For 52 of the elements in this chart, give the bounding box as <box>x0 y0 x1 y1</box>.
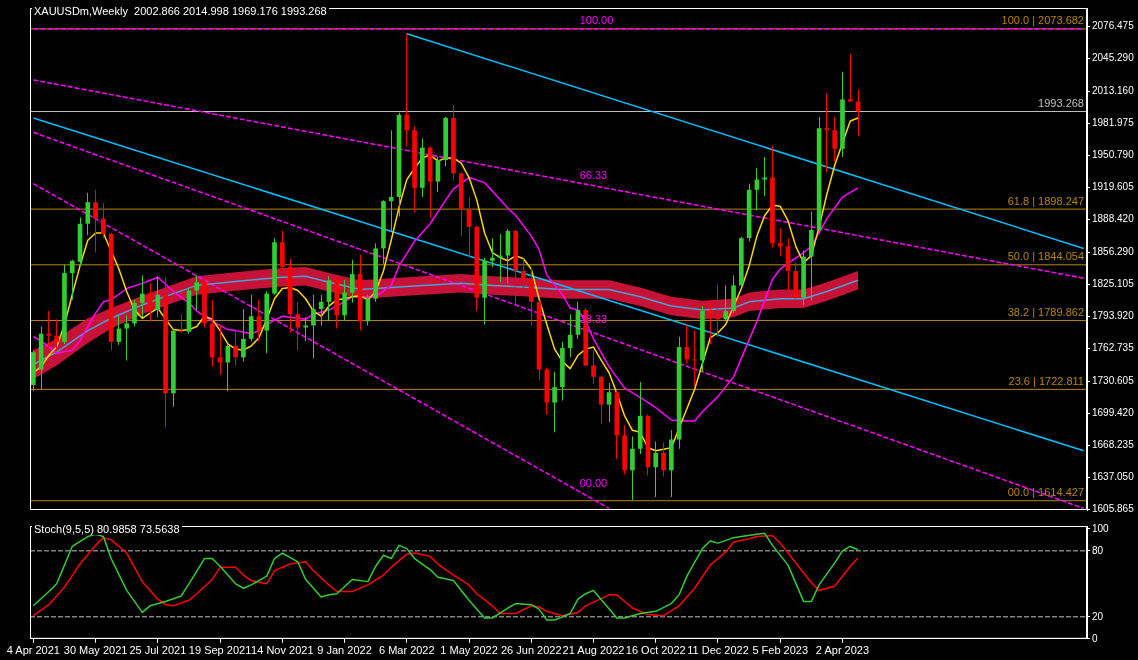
y-tick-label: 2045.290 <box>1092 51 1135 63</box>
y-tick-label: 20 <box>1092 610 1104 622</box>
y-tick-label: 1950.790 <box>1092 148 1135 160</box>
y-tick-label: 1919.605 <box>1092 180 1135 192</box>
y-tick-label: 1793.920 <box>1092 310 1135 322</box>
series-label: 00.00 <box>579 477 608 490</box>
y-tick-label: 2076.475 <box>1092 19 1135 31</box>
x-tick-label: 14 Nov 2021 <box>251 644 314 657</box>
x-tick-label: 9 Jan 2022 <box>317 644 372 657</box>
y-tick-label: 1888.420 <box>1092 212 1135 224</box>
y-tick-label: 1668.235 <box>1092 439 1135 451</box>
y-tick-label: 1762.735 <box>1092 342 1135 354</box>
y-tick-label: 1699.420 <box>1092 407 1135 419</box>
y-tick-label: 1825.105 <box>1092 278 1135 290</box>
y-tick-label: 1730.605 <box>1092 375 1135 387</box>
ref-line-label: 38.2 | 1789.862 <box>1007 306 1084 319</box>
x-tick-label: 11 Dec 2022 <box>687 644 749 657</box>
y-tick-label: 100 <box>1092 522 1110 534</box>
y-tick-label: 2013.160 <box>1092 84 1135 96</box>
candlestick <box>847 54 853 102</box>
candlestick <box>707 299 713 344</box>
ref-line-label: 100.0 | 2073.682 <box>1001 14 1084 27</box>
chart-title: XAUUSDm,Weekly 2002.866 2014.998 1969.176 1993.268 <box>32 5 329 17</box>
y-tick-label: 1605.865 <box>1092 503 1135 515</box>
candlestick <box>692 330 697 387</box>
y-tick-label: 1856.290 <box>1092 245 1135 257</box>
x-tick-label: 5 Feb 2023 <box>752 644 809 657</box>
x-tick-label: 1 May 2022 <box>440 644 498 657</box>
candlestick <box>490 238 495 267</box>
chart-title: Stoch(9,5,5) 80.9858 73.5638 <box>32 523 182 535</box>
y-tick-label: 0 <box>1092 632 1098 644</box>
x-tick-label: 19 Sep 2021 <box>188 644 252 657</box>
x-tick-label: 30 May 2021 <box>63 644 128 657</box>
ref-line-label: 50.0 | 1844.054 <box>1007 250 1084 263</box>
y-tick-label: 1981.975 <box>1092 116 1135 128</box>
ref-line-label: 00.0 | 1614.427 <box>1007 486 1084 499</box>
x-tick-label: 4 Apr 2021 <box>6 644 60 657</box>
ref-line-label: 23.6 | 1722.811 <box>1008 374 1084 387</box>
y-tick-label: 80 <box>1092 544 1104 556</box>
candlestick <box>762 156 768 197</box>
x-tick-label: 16 Oct 2022 <box>625 644 686 657</box>
candlestick <box>388 130 394 231</box>
x-tick-label: 2 Apr 2023 <box>815 644 870 657</box>
ref-line-label: 61.8 | 1898.247 <box>1007 194 1084 207</box>
x-tick-label: 25 Jul 2021 <box>129 644 187 657</box>
ref-line-label: 1993.268 <box>1038 97 1084 110</box>
series-label: 66.33 <box>579 168 608 181</box>
y-tick-label: 1637.050 <box>1092 471 1135 483</box>
series-label: 100.00 <box>579 14 614 27</box>
x-tick-label: 26 Jun 2022 <box>500 644 562 657</box>
x-tick-label: 21 Aug 2022 <box>562 644 625 657</box>
x-tick-label: 6 Mar 2022 <box>378 644 435 657</box>
